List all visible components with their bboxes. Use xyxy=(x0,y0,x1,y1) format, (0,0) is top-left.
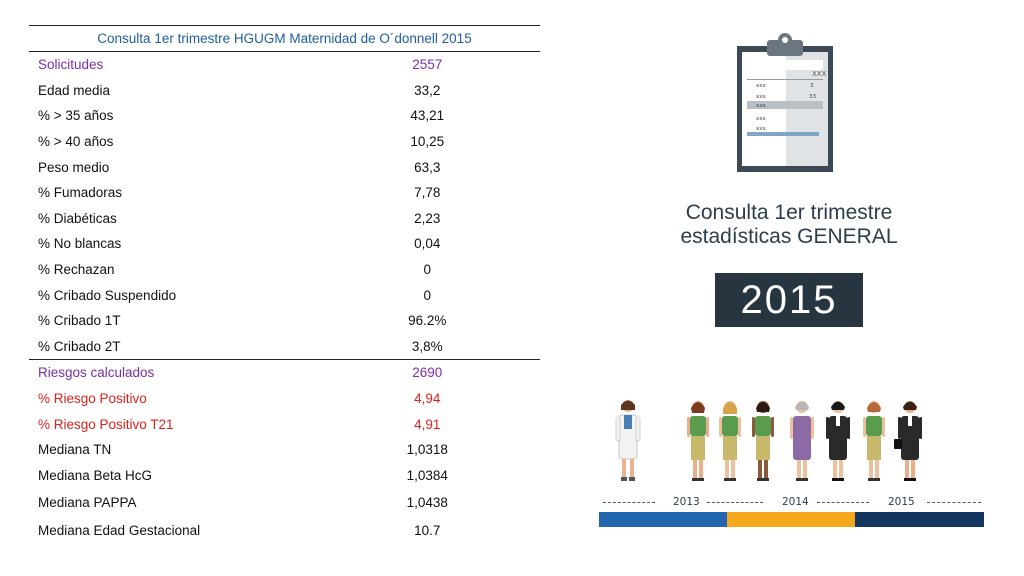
row-label: % Cribado 2T xyxy=(38,338,121,354)
row-label: Riesgos calculados xyxy=(29,359,285,386)
clipboard-line: xxx xyxy=(756,103,767,109)
row-label: % Fumadoras xyxy=(38,185,123,201)
table-row: % Diabéticas 2,23 xyxy=(29,206,540,232)
clipboard-value: 3 xyxy=(810,83,814,89)
row-label: % Rechazan xyxy=(38,262,115,278)
row-label: % > 35 años xyxy=(38,108,114,124)
row-value: 2557 xyxy=(412,57,443,73)
table-row: % No blancas 0,04 xyxy=(29,231,540,257)
row-label: % Cribado Suspendido xyxy=(38,287,177,303)
row-label: % Riesgo Positivo xyxy=(38,391,147,407)
row-value: 1,0384 xyxy=(406,467,448,483)
clipboard-line: xxx xyxy=(756,83,767,89)
row-value: 33,2 xyxy=(414,82,441,98)
timeline-bar-2015 xyxy=(855,512,984,527)
row-label: % Diabéticas xyxy=(38,210,117,226)
row-label: Peso medio xyxy=(38,159,110,175)
timeline-bar-2013 xyxy=(599,512,727,527)
row-value: 1,0438 xyxy=(406,494,448,510)
woman-icon xyxy=(790,401,814,481)
row-value: 3,8% xyxy=(411,338,443,354)
woman-icon xyxy=(863,401,885,481)
year-badge: 2015 xyxy=(715,273,863,327)
table-row: Mediana Beta HcG 1,0384 xyxy=(29,463,540,489)
woman-icon xyxy=(687,401,709,481)
timeline-dash xyxy=(707,502,763,503)
clipboard-line: xxx xyxy=(756,94,767,100)
table-row: Solicitudes 2557 xyxy=(29,52,540,78)
table-row: % > 40 años 10,25 xyxy=(29,129,540,155)
table-row: % Fumadoras 7,78 xyxy=(29,180,540,206)
timeline-bar-2014 xyxy=(727,512,855,527)
table-row: % Cribado 1T 96.2% xyxy=(29,308,540,334)
people-illustration xyxy=(615,400,922,481)
statistics-table: Consulta 1er trimestre HGUGM Maternidad … xyxy=(29,25,540,544)
row-value: 1,0318 xyxy=(406,442,448,458)
row-value: 10.7 xyxy=(414,522,441,538)
row-label: Mediana PAPPA xyxy=(38,494,137,510)
row-value: 4,91 xyxy=(414,416,441,432)
businesswoman-icon xyxy=(894,401,922,481)
row-value: 0 xyxy=(423,287,431,303)
row-label: Solicitudes xyxy=(38,57,104,73)
table-row: Riesgos calculados 2690 xyxy=(29,359,540,386)
row-value: 63,3 xyxy=(414,159,441,175)
row-value: 96.2% xyxy=(408,313,447,329)
row-label: Mediana TN xyxy=(38,442,112,458)
clipboard-line: xxx xyxy=(756,126,767,132)
year-timeline: 2013 2014 2015 xyxy=(599,494,984,528)
timeline-label-2014: 2014 xyxy=(782,496,809,508)
row-value: 10,25 xyxy=(410,134,445,150)
table-row: % Riesgo Positivo 4,94 xyxy=(29,386,540,412)
timeline-label-2015: 2015 xyxy=(888,496,915,508)
row-label: % No blancas xyxy=(38,236,122,252)
timeline-label-2013: 2013 xyxy=(673,496,700,508)
clipboard-value: 33 xyxy=(809,94,816,100)
doctor-icon xyxy=(615,400,641,481)
timeline-dash xyxy=(817,502,869,503)
table-row: % Riesgo Positivo T21 4,91 xyxy=(29,411,540,437)
row-value: 0,04 xyxy=(414,236,441,252)
row-value: 0 xyxy=(423,262,431,278)
row-label: % Cribado 1T xyxy=(38,313,121,329)
businesswoman-icon xyxy=(826,401,850,481)
clipboard-icon: XXX xxx 3 xxx 33 xxx xxx xxx xyxy=(737,33,833,172)
table-row: % Rechazan 0 xyxy=(29,257,540,283)
row-value: 2,23 xyxy=(414,210,441,226)
table-row: Edad media 33,2 xyxy=(29,78,540,104)
row-value: 2690 xyxy=(284,359,540,386)
row-value: 4,94 xyxy=(414,391,441,407)
table-row: % Cribado 2T 3,8% xyxy=(29,334,540,360)
heading-line-1: Consulta 1er trimestre xyxy=(685,201,893,224)
timeline-dash xyxy=(603,502,655,503)
row-label: Edad media xyxy=(38,82,111,98)
row-label: % > 40 años xyxy=(38,134,114,150)
heading-line-2: estadísticas GENERAL xyxy=(680,225,898,248)
table-row: Peso medio 63,3 xyxy=(29,154,540,180)
clipboard-line: xxx xyxy=(756,116,767,122)
slide-heading: Consulta 1er trimestre estadísticas GENE… xyxy=(655,201,923,249)
timeline-dash xyxy=(927,502,981,503)
table-row: Mediana PAPPA 1,0438 xyxy=(29,488,540,516)
row-label: Mediana Edad Gestacional xyxy=(38,522,201,538)
table-row: Mediana TN 1,0318 xyxy=(29,437,540,463)
row-value: 7,78 xyxy=(414,185,441,201)
woman-icon xyxy=(752,401,774,481)
clipboard-header: XXX xyxy=(812,70,827,78)
row-label: % Riesgo Positivo T21 xyxy=(38,416,174,432)
table-row: % > 35 años 43,21 xyxy=(29,103,540,129)
row-label: Mediana Beta HcG xyxy=(38,467,153,483)
woman-icon xyxy=(719,401,741,481)
row-value: 43,21 xyxy=(410,108,445,124)
table-row: % Cribado Suspendido 0 xyxy=(29,282,540,308)
table-row: Mediana Edad Gestacional 10.7 xyxy=(29,516,540,544)
table-caption: Consulta 1er trimestre HGUGM Maternidad … xyxy=(29,25,540,52)
